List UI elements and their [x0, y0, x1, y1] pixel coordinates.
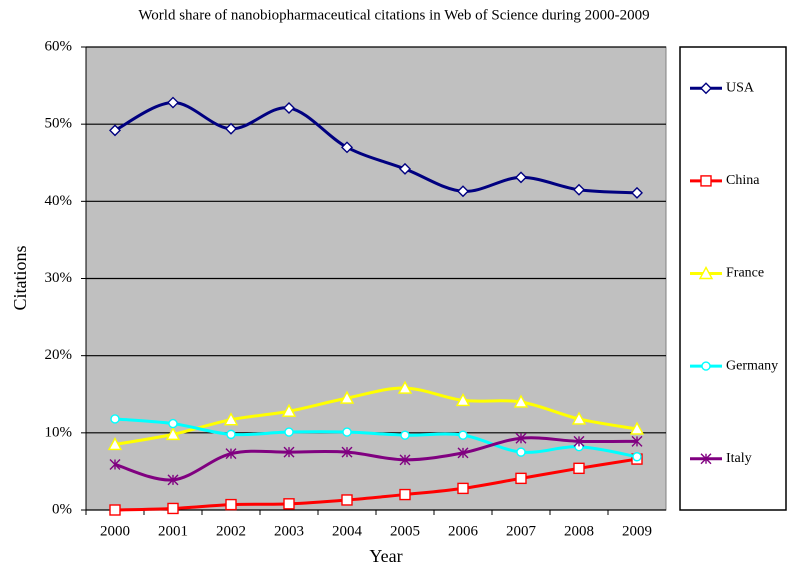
y-axis-label: Citations [10, 245, 30, 310]
data-point [399, 454, 411, 466]
data-point [165, 426, 181, 441]
legend-label: Italy [726, 451, 752, 466]
x-tick-label: 2007 [506, 523, 537, 539]
data-point [399, 488, 411, 501]
legend-marker [700, 453, 712, 465]
data-point [225, 448, 237, 460]
x-axis-label: Year [369, 546, 402, 566]
series-line [114, 436, 638, 482]
data-point [397, 380, 413, 394]
series-line [114, 457, 638, 512]
data-point [455, 392, 471, 407]
series-line [114, 386, 638, 446]
data-point [283, 101, 295, 114]
data-point [631, 435, 643, 447]
data-point [516, 447, 526, 457]
data-point [632, 452, 642, 462]
legend-marker [700, 175, 712, 187]
data-point [167, 474, 179, 486]
data-point [573, 435, 585, 447]
data-point [110, 414, 120, 424]
data-point [167, 96, 179, 109]
x-tick-label: 2002 [216, 523, 246, 539]
data-point [284, 427, 294, 437]
data-point [225, 498, 237, 511]
x-tick-label: 2008 [564, 523, 594, 539]
series-line [114, 417, 638, 459]
series-line [114, 101, 638, 195]
legend-label: France [726, 266, 764, 281]
data-point [109, 458, 121, 470]
data-point [225, 122, 237, 135]
data-point [573, 462, 585, 475]
data-point [457, 482, 469, 495]
data-point [457, 447, 469, 459]
legend-marker [701, 361, 711, 371]
data-point [167, 502, 179, 515]
y-tick-label: 0% [52, 501, 72, 517]
y-tick-label: 50% [45, 116, 73, 132]
legend-box [679, 46, 787, 511]
y-tick-label: 10% [45, 424, 73, 440]
data-point [109, 504, 121, 516]
x-tick-label: 2001 [158, 523, 188, 539]
data-point [281, 403, 297, 417]
legend-marker [700, 82, 712, 95]
x-tick-label: 2000 [100, 523, 130, 539]
data-point [399, 162, 411, 175]
data-point [629, 421, 645, 435]
data-point [341, 141, 353, 154]
data-point [226, 429, 236, 440]
data-point [400, 430, 410, 440]
y-tick-label: 60% [45, 38, 73, 54]
data-point [341, 446, 353, 458]
data-point [513, 394, 529, 408]
x-tick-label: 2003 [274, 523, 304, 539]
data-point [107, 436, 123, 451]
data-point [283, 446, 295, 458]
data-point [571, 411, 587, 425]
data-point [515, 171, 527, 184]
data-point [515, 472, 527, 485]
data-point [342, 427, 352, 437]
legend-label: Germany [726, 358, 778, 373]
data-point [458, 430, 468, 440]
data-point [341, 494, 353, 506]
x-tick-label: 2009 [622, 523, 652, 539]
data-point [223, 412, 239, 426]
data-point [631, 186, 643, 199]
data-point [457, 185, 469, 198]
data-point [573, 183, 585, 196]
data-point [283, 498, 295, 510]
legend-marker [698, 266, 714, 280]
x-tick-label: 2006 [448, 523, 479, 539]
x-tick-label: 2005 [390, 523, 420, 539]
legend-label: USA [726, 81, 755, 96]
y-tick-label: 40% [45, 193, 73, 209]
legend-label: China [726, 173, 760, 188]
data-point [168, 418, 178, 429]
data-point [109, 124, 121, 137]
y-tick-label: 30% [45, 270, 73, 286]
data-point [515, 432, 527, 444]
chart-title: World share of nanobiopharmaceutical cit… [138, 7, 649, 23]
x-tick-label: 2004 [332, 523, 363, 539]
y-tick-label: 20% [45, 347, 73, 363]
data-point [339, 390, 355, 404]
